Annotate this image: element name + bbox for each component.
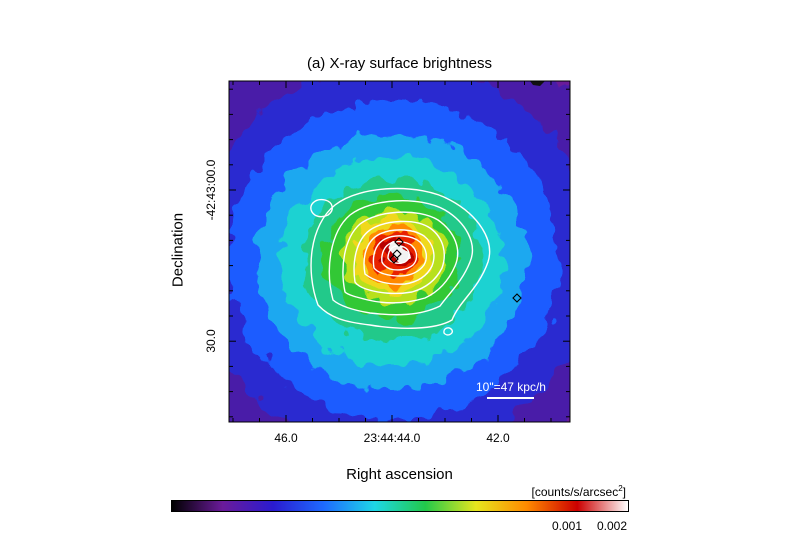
axis-ticks	[229, 81, 570, 422]
scale-bar-label: 10"=47 kpc/h	[476, 380, 546, 394]
chart-title: (a) X-ray surface brightness	[306, 55, 493, 72]
source-marker	[394, 237, 404, 247]
colorbar-tick-label: 0.001	[551, 519, 583, 533]
colorbar	[171, 500, 629, 512]
contours	[310, 187, 491, 336]
source-marker	[512, 293, 522, 303]
y-tick-label: 30.0	[204, 329, 218, 353]
x-tick-label: 46.0	[274, 431, 298, 445]
x-tick-label: 23:44:44.0	[364, 431, 421, 445]
colorbar-tick-label: 0.002	[596, 519, 628, 533]
brightness-map	[229, 81, 570, 422]
x-tick-label: 42.0	[486, 431, 510, 445]
source-marker	[389, 254, 399, 264]
source-markers	[389, 237, 522, 303]
colorbar-unit-label: [counts/s/arcsec2]	[531, 484, 627, 499]
image-field	[229, 81, 570, 422]
corner-artifact	[530, 81, 545, 86]
y-tick-label: -42:43:00.0	[204, 159, 218, 220]
x-axis-label: Right ascension	[346, 466, 453, 483]
plot-frame	[228, 80, 571, 423]
